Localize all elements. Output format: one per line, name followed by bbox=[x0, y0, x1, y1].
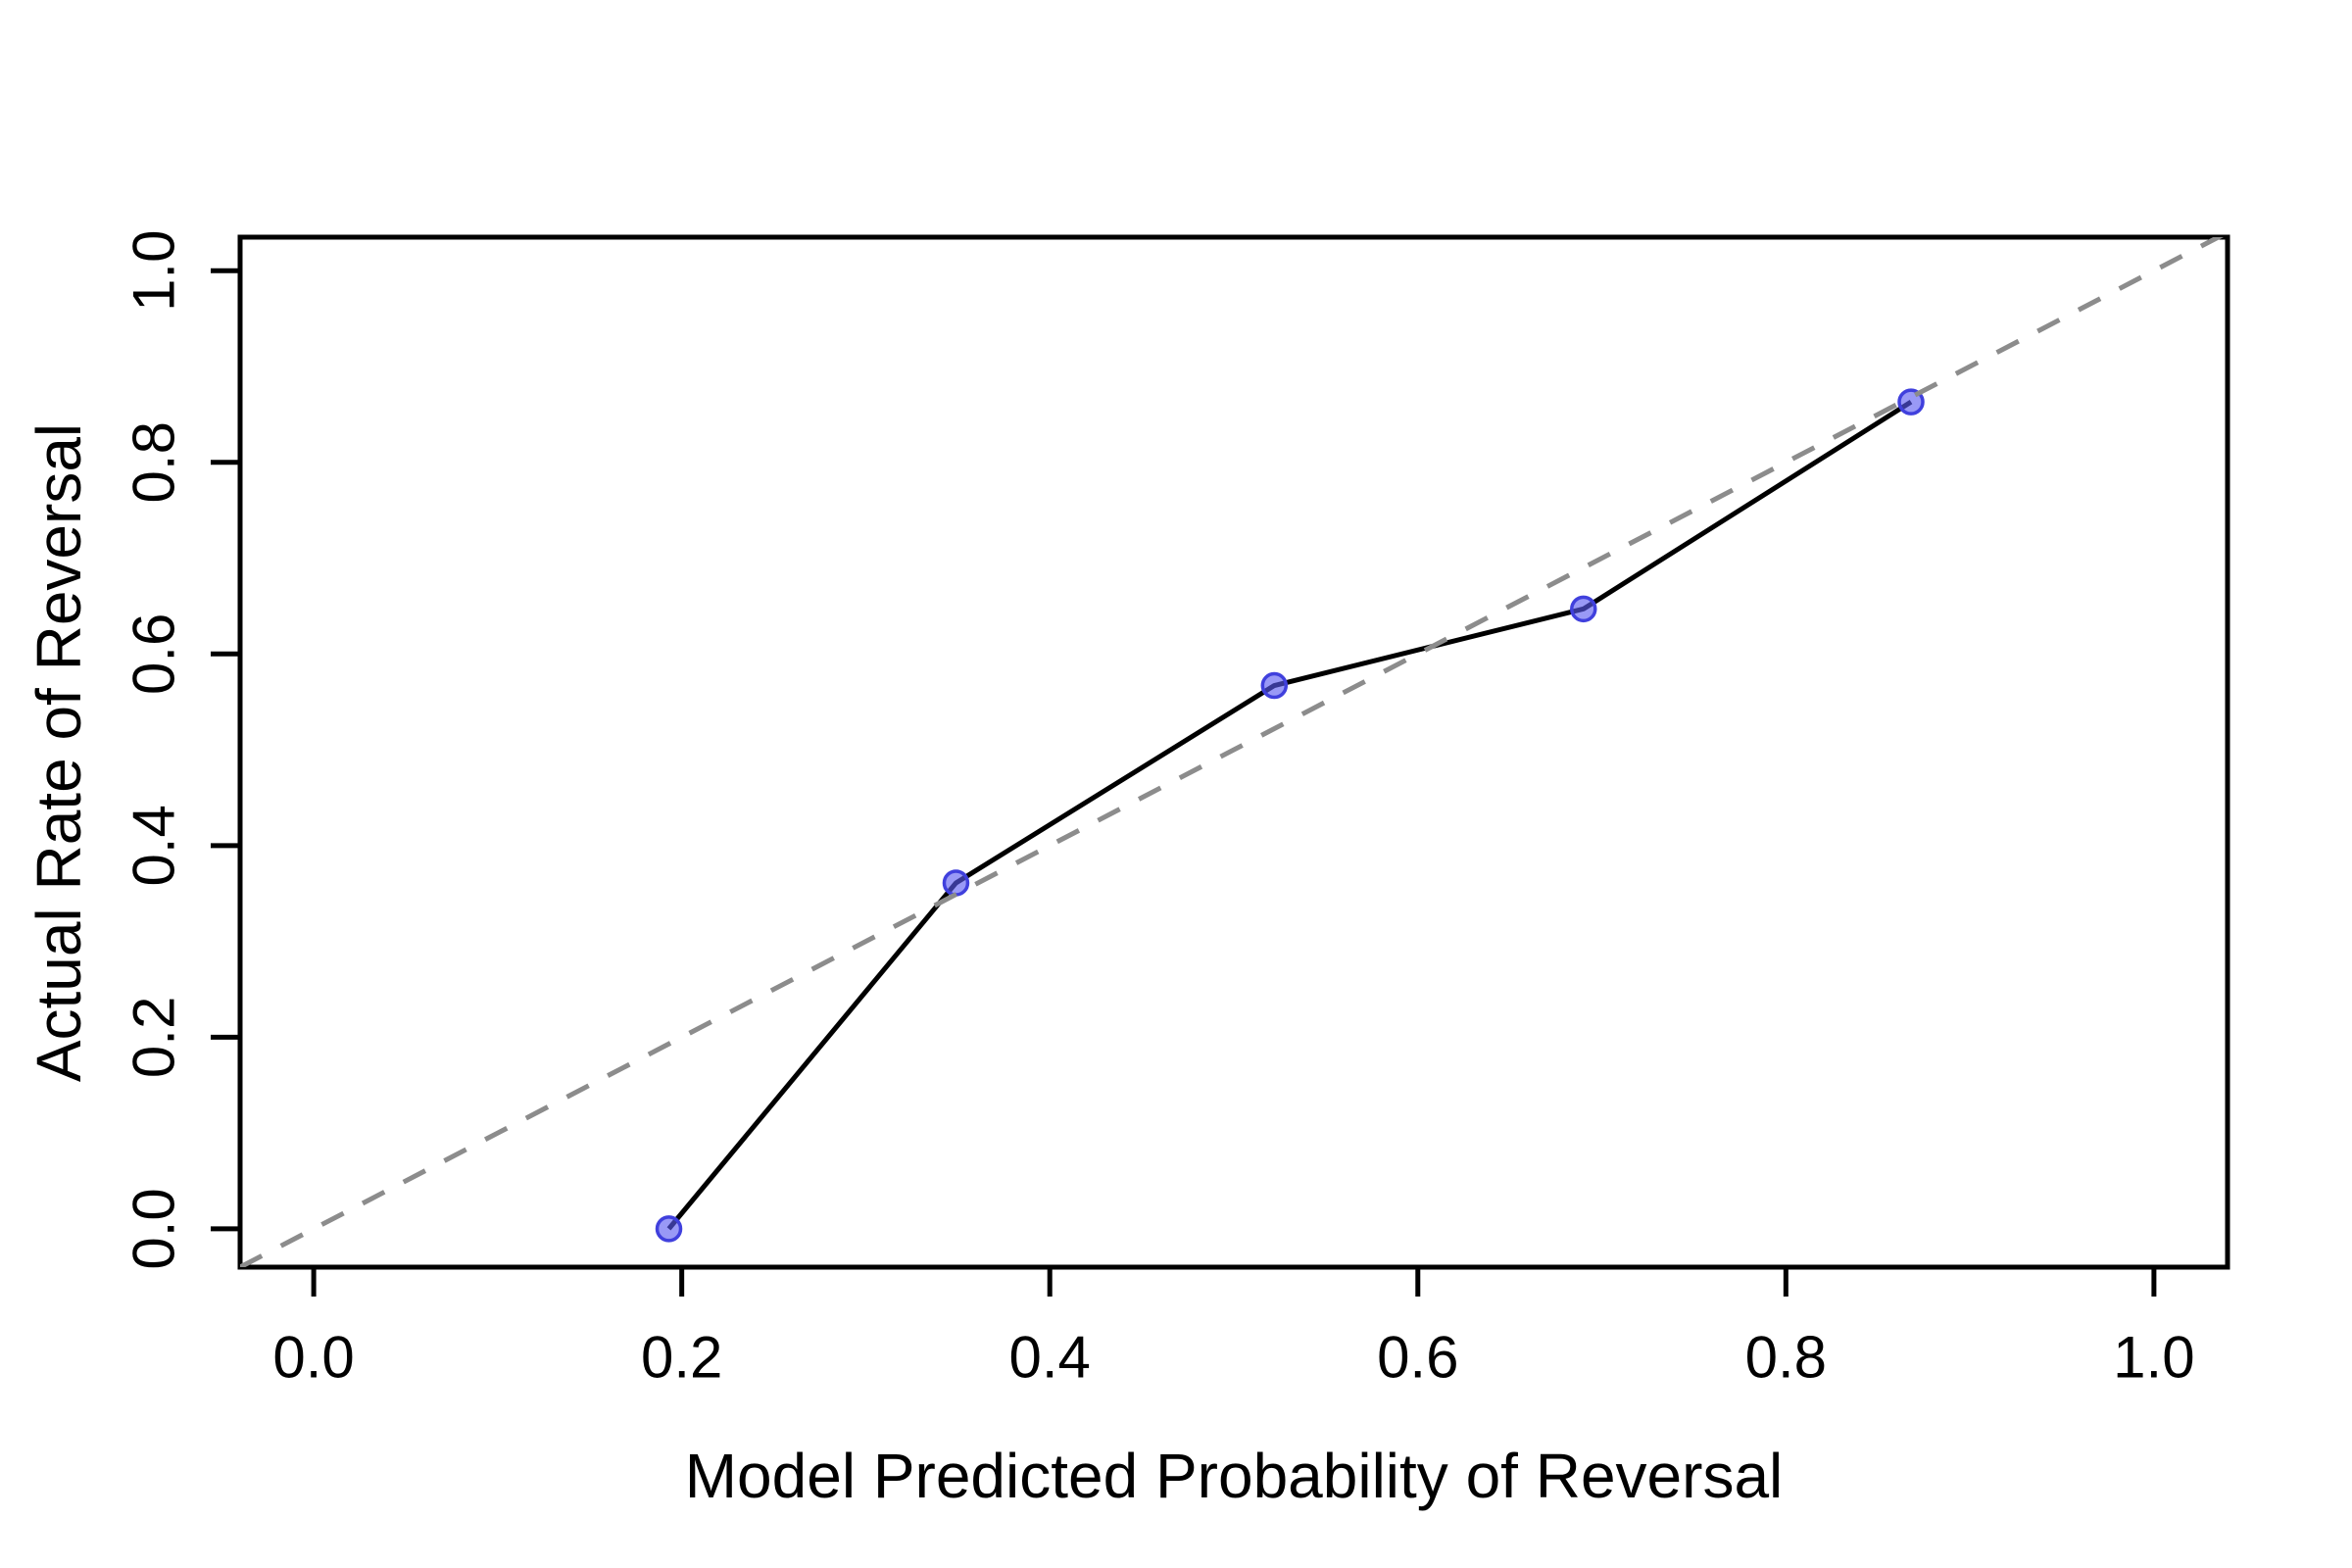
data-point bbox=[655, 1215, 683, 1243]
x-tick-label: 0.6 bbox=[1377, 1325, 1458, 1391]
data-point bbox=[942, 869, 970, 897]
plot-area: 0.0 0.2 0.4 0.6 0.8 1.0 0.0 0.2 0.4 0.6 0.8 1.0 bbox=[122, 230, 2230, 1391]
x-tick-label: 1.0 bbox=[2113, 1325, 2194, 1391]
calibration-curve bbox=[666, 400, 1913, 1231]
y-tick-label: 0.4 bbox=[122, 805, 187, 886]
y-tick-label: 0.2 bbox=[122, 997, 187, 1078]
x-tick-label: 0.4 bbox=[1009, 1325, 1091, 1391]
y-tick-label: 1.0 bbox=[122, 230, 187, 312]
y-tick-label: 0.8 bbox=[122, 421, 187, 503]
plot-box bbox=[237, 234, 2230, 1270]
identity-reference bbox=[240, 237, 2225, 1267]
x-tick-label: 0.0 bbox=[272, 1325, 354, 1391]
data-point bbox=[1260, 671, 1289, 700]
y-axis-title: Actual Rate of Reversal bbox=[24, 423, 94, 1082]
y-tick-label: 0.6 bbox=[122, 613, 187, 695]
y-tick-label: 0.0 bbox=[122, 1188, 187, 1269]
x-axis-title: Model Predicted Probability of Reversal bbox=[685, 1441, 1784, 1511]
x-tick-label: 0.8 bbox=[1745, 1325, 1827, 1391]
data-point bbox=[1570, 595, 1597, 623]
x-tick-label: 0.2 bbox=[641, 1325, 722, 1391]
